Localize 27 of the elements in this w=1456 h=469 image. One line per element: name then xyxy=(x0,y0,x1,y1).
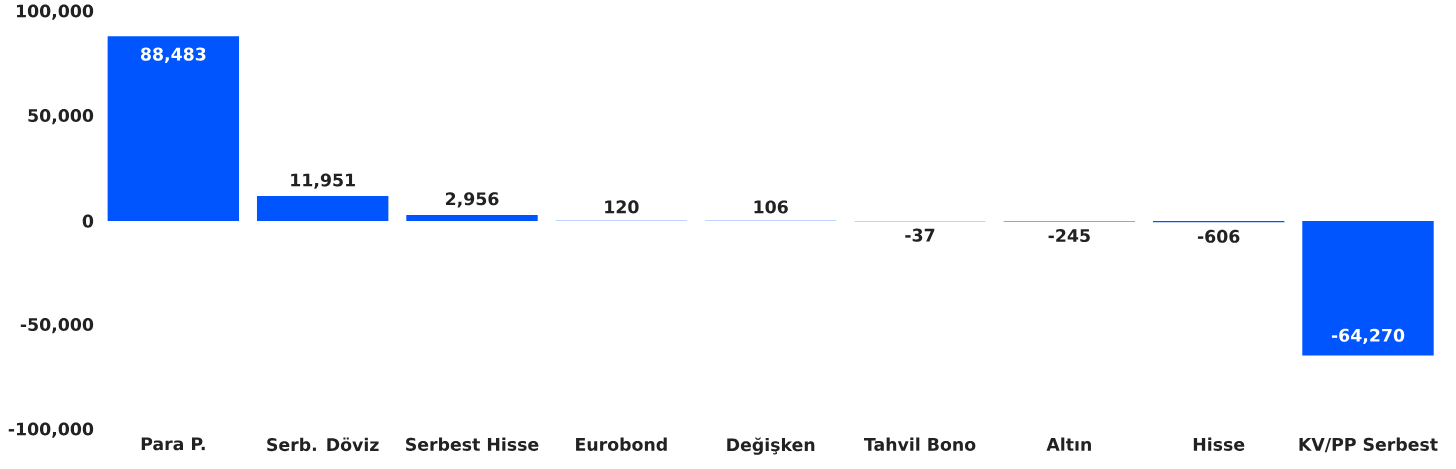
x-tick-label: Hisse xyxy=(1193,437,1245,451)
bar xyxy=(406,214,538,222)
x-tick-label: Altın xyxy=(1046,437,1091,451)
data-label: 106 xyxy=(754,200,788,214)
data-label: 2,956 xyxy=(445,192,499,208)
y-tick-label: -100,000 xyxy=(8,422,94,438)
x-tick-label: Eurobond xyxy=(576,437,667,451)
data-label: 88,483 xyxy=(140,47,206,63)
y-tick-label: 100,000 xyxy=(16,4,94,20)
data-label: 120 xyxy=(605,200,639,214)
x-tick-label: Değişken xyxy=(727,437,815,455)
data-label: -64,270 xyxy=(1331,328,1405,344)
x-tick-label: Tahvil Bono xyxy=(863,437,976,451)
y-tick-label: 50,000 xyxy=(28,108,94,125)
bar xyxy=(1302,221,1434,356)
bar xyxy=(256,196,389,222)
x-tick-label: KV/PP Serbest xyxy=(1299,437,1438,453)
x-tick-label: Serbest Hisse xyxy=(406,437,539,451)
data-label: -37 xyxy=(905,228,935,242)
data-label: -606 xyxy=(1197,229,1240,243)
y-tick-label: 0 xyxy=(82,214,94,228)
data-label: -245 xyxy=(1048,228,1090,243)
y-tick-label: -50,000 xyxy=(20,317,94,334)
x-tick-label: Para P. xyxy=(141,437,205,451)
bar xyxy=(107,36,240,222)
data-label: 11,951 xyxy=(291,173,355,189)
x-tick-label: Serb. Döviz xyxy=(267,437,379,452)
